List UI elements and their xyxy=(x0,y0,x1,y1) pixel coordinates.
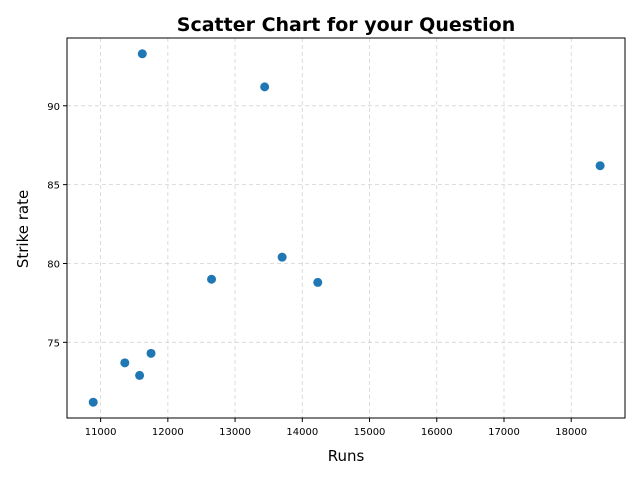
chart-title: Scatter Chart for your Question xyxy=(177,14,515,36)
x-tick-label: 14000 xyxy=(286,427,318,438)
point-layer xyxy=(88,49,605,407)
x-tick-label: 15000 xyxy=(354,427,386,438)
scatter-point xyxy=(135,370,145,380)
x-tick-label: 17000 xyxy=(488,427,520,438)
x-tick-label: 12000 xyxy=(152,427,184,438)
scatter-point xyxy=(146,348,156,358)
scatter-point xyxy=(277,252,287,262)
scatter-point xyxy=(137,49,147,59)
scatter-point xyxy=(120,358,130,368)
x-tick-label: 13000 xyxy=(219,427,251,438)
scatter-point xyxy=(595,161,605,171)
scatter-point xyxy=(207,274,217,284)
tick-layer: 11000 12000 13000 14000 15000 16000 17000 18000… xyxy=(47,102,587,438)
y-tick-label: 80 xyxy=(47,259,60,270)
scatter-point xyxy=(260,82,270,92)
x-tick-label: 11000 xyxy=(85,427,117,438)
y-tick-label: 90 xyxy=(47,102,60,113)
scatter-point xyxy=(88,397,98,407)
y-tick-label: 85 xyxy=(47,181,60,192)
x-tick-label: 16000 xyxy=(421,427,453,438)
scatter-point xyxy=(313,277,323,287)
x-axis-label: Runs xyxy=(328,447,365,465)
plot-frame xyxy=(66,37,626,419)
y-tick-label: 75 xyxy=(47,338,60,349)
grid-layer xyxy=(67,38,625,418)
x-tick-label: 18000 xyxy=(555,427,587,438)
y-axis-label: Strike rate xyxy=(14,190,32,268)
